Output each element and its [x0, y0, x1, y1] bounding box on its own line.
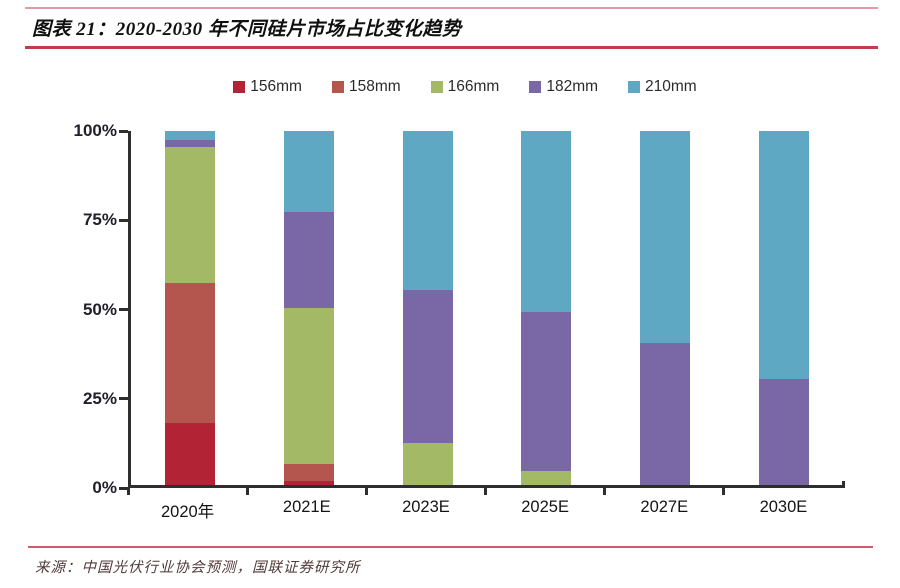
legend-label-182mm: 182mm	[546, 78, 599, 95]
top-divider	[25, 7, 878, 9]
segment-156mm-2021E	[284, 481, 334, 485]
plot-area	[128, 131, 843, 488]
segment-182mm-2025E	[521, 311, 572, 471]
x-tick-2	[364, 488, 368, 495]
legend-item-166mm: 166mm	[430, 78, 500, 96]
source-note: 来源：中国光伏行业协会预测，国联证券研究所	[35, 560, 361, 576]
x-label-2021E: 2021E	[282, 498, 331, 516]
legend-item-156mm: 156mm	[233, 78, 302, 96]
x-tick-4	[603, 488, 607, 495]
segment-182mm-2023E	[402, 290, 453, 443]
y-tick-100%	[119, 129, 128, 133]
bar-group-2023E	[368, 131, 487, 485]
y-tick-25%	[119, 397, 128, 401]
segment-166mm-2023E	[402, 442, 453, 485]
x-label-2023E: 2023E	[402, 498, 450, 516]
y-tick-0%	[119, 486, 128, 490]
y-tick-50%	[119, 308, 128, 311]
stacked-bar-2021E	[284, 131, 334, 485]
segment-166mm-2025E	[521, 470, 572, 485]
x-tick-6	[841, 481, 845, 488]
bar-group-2027E	[606, 131, 725, 485]
segment-158mm-2021E	[284, 463, 334, 482]
segment-166mm-2020年	[165, 146, 216, 284]
segment-210mm-2021E	[284, 131, 334, 213]
stacked-bar-2020年	[165, 131, 216, 485]
segment-210mm-2023E	[402, 131, 453, 291]
segment-210mm-2027E	[640, 131, 691, 344]
segment-166mm-2021E	[284, 308, 334, 464]
x-label-2025E: 2025E	[521, 498, 569, 516]
segment-156mm-2020年	[165, 423, 216, 485]
bars	[131, 131, 843, 485]
segment-182mm-2020年	[165, 139, 216, 147]
segment-182mm-2027E	[640, 343, 691, 485]
segment-210mm-2020年	[165, 131, 216, 140]
bar-group-2021E	[250, 131, 369, 485]
figure-title: 图表 21：2020-2030 年不同硅片市场占比变化趋势	[32, 19, 462, 40]
legend-swatch-166mm	[430, 81, 443, 93]
x-tick-0	[126, 488, 130, 495]
y-tick-label-25%: 25%	[82, 388, 117, 408]
segment-210mm-2030E	[758, 131, 809, 379]
y-tick-label-0%: 0%	[92, 478, 117, 497]
legend-item-182mm: 182mm	[529, 78, 598, 96]
legend-swatch-210mm	[628, 81, 641, 93]
x-axis-labels: 2020年 2021E 2023E 2025E 2027E 2030E	[128, 498, 843, 522]
x-label-2030E: 2030E	[759, 498, 808, 516]
legend-label-210mm: 210mm	[645, 78, 697, 95]
x-tick-1	[245, 488, 249, 495]
segment-182mm-2021E	[284, 212, 334, 309]
x-tick-3	[484, 488, 487, 495]
stacked-bar-2027E	[640, 131, 691, 485]
y-tick-75%	[119, 218, 128, 222]
stacked-bar-2023E	[402, 131, 453, 485]
segment-210mm-2025E	[521, 131, 572, 312]
legend-label-158mm: 158mm	[348, 78, 401, 95]
bottom-divider	[28, 546, 873, 548]
legend-item-158mm: 158mm	[331, 78, 401, 96]
segment-158mm-2020年	[165, 283, 216, 424]
stacked-bar-2030E	[758, 131, 809, 485]
x-tick-5	[722, 488, 726, 495]
legend-item-210mm: 210mm	[628, 78, 697, 96]
legend-label-166mm: 166mm	[447, 78, 500, 95]
bar-group-2025E	[487, 131, 606, 485]
legend-swatch-156mm	[233, 81, 246, 93]
y-tick-label-100%: 100%	[73, 121, 117, 140]
y-tick-label-50%: 50%	[82, 299, 117, 319]
title-underline	[25, 46, 878, 49]
x-label-2020年: 2020年	[160, 503, 215, 521]
segment-182mm-2030E	[758, 378, 809, 485]
y-tick-label-75%: 75%	[82, 210, 117, 230]
legend-label-156mm: 156mm	[250, 78, 302, 95]
bar-group-2030E	[724, 131, 843, 485]
chart-legend: 156mm 158mm 166mm 182mm 210mm	[30, 78, 900, 96]
stacked-bar-2025E	[521, 131, 572, 485]
bar-group-2020年	[131, 131, 250, 485]
legend-swatch-158mm	[331, 81, 344, 93]
legend-swatch-182mm	[529, 81, 542, 93]
x-label-2027E: 2027E	[640, 498, 689, 516]
